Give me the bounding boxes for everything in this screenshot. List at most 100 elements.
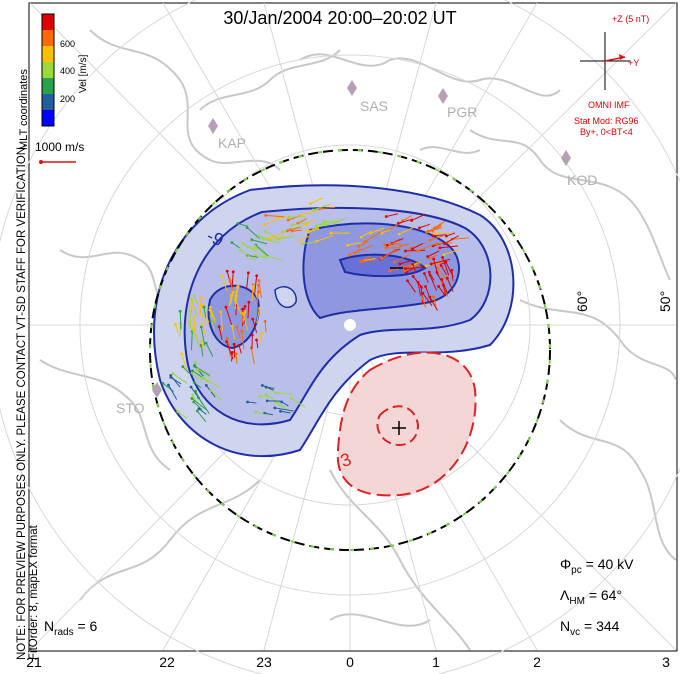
station-label-pgr: PGR	[447, 104, 478, 120]
velocity-vector	[265, 393, 282, 405]
potential-max-marker	[392, 421, 406, 435]
velocity-vector	[313, 203, 331, 211]
velocity-vector	[175, 324, 179, 334]
mlt-label-22: 22	[159, 654, 175, 670]
velocity-vector	[170, 376, 182, 385]
velocity-vector	[386, 221, 404, 232]
velocity-vector	[262, 384, 274, 391]
velocity-vector	[420, 286, 424, 305]
velocity-vector	[255, 411, 268, 416]
velocity-vector	[325, 219, 343, 226]
imf-clock-dial	[580, 32, 630, 90]
velocity-vector	[193, 401, 203, 411]
velocity-vector	[193, 295, 198, 305]
velocity-vector	[197, 369, 212, 378]
velocity-vector	[422, 292, 433, 307]
velocity-vector	[247, 401, 257, 404]
velocity-vector	[347, 242, 361, 246]
velocity-vector	[194, 365, 211, 377]
scale-vector-label: 1000 m/s	[35, 140, 85, 154]
lambda-subscript: HM	[569, 595, 585, 607]
vector-origin-dot	[250, 333, 254, 337]
velocity-vector	[182, 366, 190, 374]
velocity-vectors	[161, 197, 469, 423]
velocity-vector	[200, 312, 207, 324]
radar-count: Nrads = 6	[44, 618, 97, 638]
coordinate-system-label: MLT coordinates	[18, 69, 30, 150]
station-label-sto: STO	[116, 400, 145, 416]
velocity-vector	[239, 249, 256, 261]
velocity-vector	[265, 214, 285, 218]
heppner-maynard-boundary	[149, 149, 551, 551]
velocity-vector	[400, 243, 410, 247]
velocity-vector	[386, 213, 399, 218]
velocity-vector	[405, 266, 425, 270]
velocity-vector	[370, 227, 385, 234]
velocity-vector	[446, 232, 456, 237]
velocity-vector	[179, 311, 182, 330]
velocity-vector	[194, 362, 203, 382]
velocity-vector	[407, 280, 416, 293]
velocity-vector	[417, 282, 422, 296]
velocity-vector	[399, 260, 412, 265]
velocity-vector	[201, 324, 206, 335]
velocity-vector	[198, 408, 207, 415]
cross-polar-potential: Φpc = 40 kV	[560, 556, 634, 576]
latitude-label-60: 60°	[574, 290, 590, 312]
vector-origin-dot	[189, 309, 192, 313]
velocity-vector	[202, 377, 210, 384]
velocity-vector	[191, 398, 208, 412]
velocity-vector	[247, 302, 250, 319]
velocity-vector	[264, 216, 282, 226]
velocity-vector	[398, 226, 415, 235]
latitude-label-50: 50°	[657, 290, 673, 312]
velocity-vector	[381, 248, 399, 260]
velocity-vector	[205, 342, 214, 357]
velocity-vector	[203, 307, 207, 318]
station-label-kap: KAP	[218, 135, 247, 151]
negative-potential-cell	[153, 184, 515, 458]
nrads-subscript: rads	[54, 626, 74, 638]
velocity-vector	[429, 254, 438, 259]
velocity-vector	[427, 250, 440, 258]
velocity-vector	[231, 326, 236, 341]
velocity-vector	[256, 339, 259, 349]
velocity-vector	[429, 235, 444, 241]
vector-origin-dot	[404, 249, 407, 253]
velocity-vector	[210, 315, 215, 331]
velocity-vector	[360, 230, 373, 238]
velocity-vector	[316, 235, 334, 242]
velocity-vector	[195, 390, 203, 404]
velocity-vector	[255, 254, 268, 259]
vector-origin-dot	[243, 310, 247, 313]
velocity-vector	[423, 273, 429, 283]
velocity-vector	[237, 223, 248, 227]
velocity-vector	[168, 384, 178, 400]
velocity-vector	[235, 353, 238, 364]
mlt-label-21: 21	[26, 654, 42, 670]
velocity-vector	[301, 209, 318, 216]
pole-marker	[344, 319, 356, 331]
velocity-vector	[191, 372, 199, 380]
velocity-vector	[229, 280, 234, 292]
velocity-vector	[310, 197, 324, 205]
velocity-vector	[297, 218, 307, 224]
map-title: 30/Jan/2004 20:00–20:02 UT	[223, 8, 457, 28]
stat-model: Stat Mod: RG96	[574, 116, 639, 126]
velocity-vector	[235, 299, 242, 314]
velocity-vector	[432, 296, 437, 308]
station-markers	[152, 80, 571, 398]
velocity-vector	[436, 267, 449, 283]
mlt-label-1: 1	[432, 654, 440, 670]
velocity-vector	[209, 309, 216, 323]
mlt-label-23: 23	[256, 654, 272, 670]
station-label-sas: SAS	[360, 98, 389, 114]
imf-condition: By+, 0<BT<4	[580, 127, 633, 137]
velocity-vector	[406, 267, 414, 273]
velocity-vector	[446, 277, 454, 292]
velocity-vector	[300, 235, 310, 241]
velocity-vector	[231, 271, 234, 289]
velocity-vector	[233, 344, 236, 359]
velocity-vector	[192, 330, 201, 348]
phi-value: = 40 kV	[585, 556, 634, 572]
